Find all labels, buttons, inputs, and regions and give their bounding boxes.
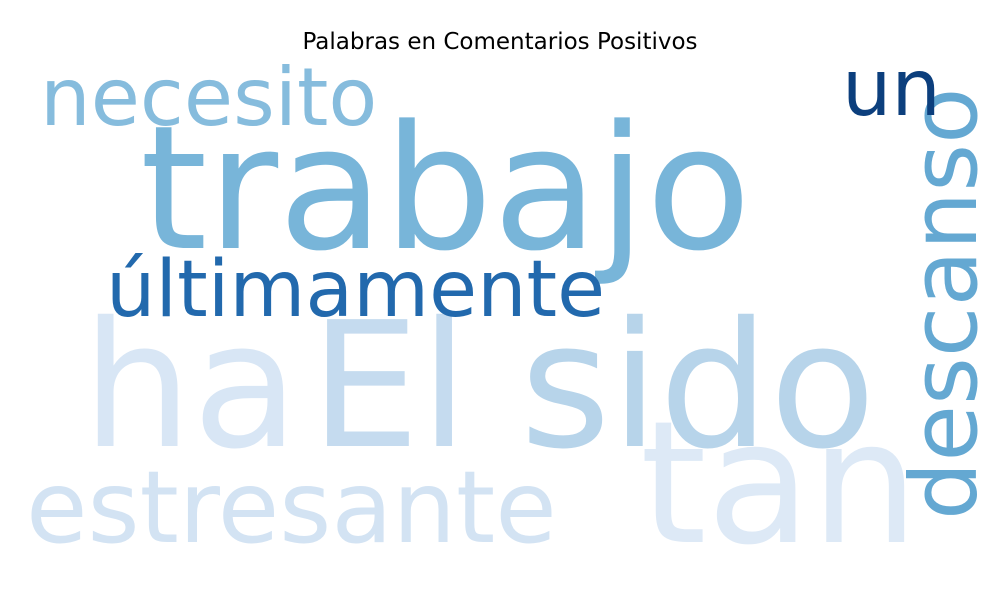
word-tan: tan xyxy=(640,385,919,583)
word-ha: ha xyxy=(82,285,299,488)
word-un: un xyxy=(842,44,941,134)
word-el: El xyxy=(310,285,468,488)
word-necesito: necesito xyxy=(40,51,377,144)
word-ultimamente: últimamente xyxy=(106,245,605,335)
word-descanso: descanso xyxy=(891,88,998,520)
word-sido: sido xyxy=(520,285,876,488)
word-estresante: estresante xyxy=(26,449,557,566)
word-trabajo: trabajo xyxy=(140,88,751,289)
chart-title: Palabras en Comentarios Positivos xyxy=(302,29,697,55)
